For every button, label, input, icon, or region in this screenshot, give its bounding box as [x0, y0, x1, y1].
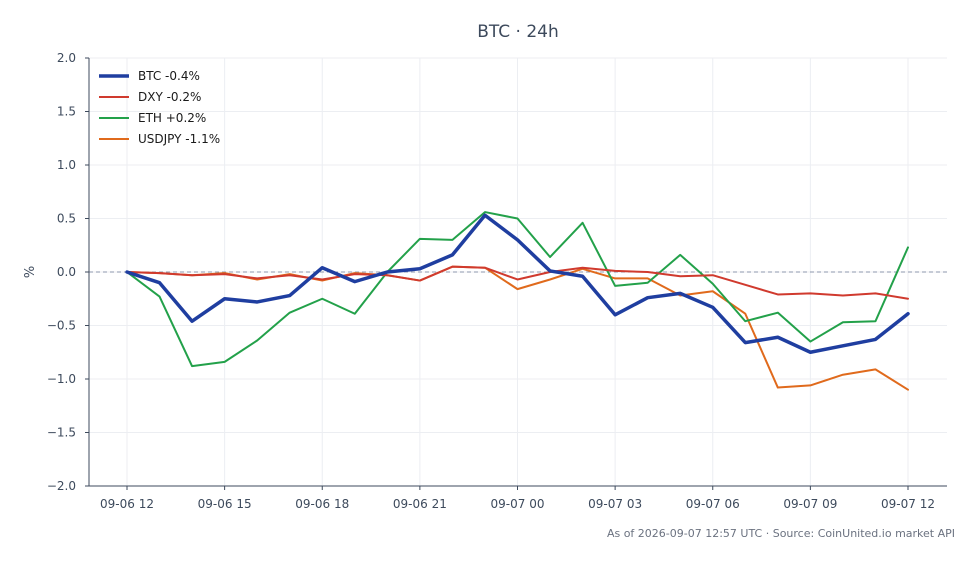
x-tick-label: 09-06 12 — [100, 497, 154, 511]
y-tick-label: −1.0 — [47, 372, 76, 386]
x-tick-label: 09-07 06 — [686, 497, 740, 511]
x-tick-label: 09-07 12 — [881, 497, 935, 511]
y-tick-label: −0.5 — [47, 319, 76, 333]
x-tick-label: 09-06 15 — [198, 497, 252, 511]
y-tick-label: 1.0 — [57, 158, 76, 172]
x-tick-label: 09-06 21 — [393, 497, 447, 511]
chart-title: BTC · 24h — [477, 22, 559, 42]
legend-label-usdjpy: USDJPY -1.1% — [138, 132, 220, 146]
y-tick-label: 0.0 — [57, 265, 76, 279]
y-axis-ticks: 2.0 1.5 1.0 0.5 0.0 −0.5 −1.0 −1.5 −2.0 — [47, 51, 89, 493]
x-tick-label: 09-07 00 — [491, 497, 545, 511]
y-tick-label: 0.5 — [57, 212, 76, 226]
series-line-btc — [125, 213, 910, 354]
x-tick-label: 09-07 09 — [783, 497, 837, 511]
legend-label-dxy: DXY -0.2% — [138, 90, 201, 104]
series-line-usdjpy — [126, 265, 909, 391]
x-axis-ticks: 09-06 12 09-06 15 09-06 18 09-06 21 09-07 00… — [100, 486, 935, 511]
legend-label-btc: BTC -0.4% — [138, 69, 200, 83]
series-line-eth — [126, 211, 909, 368]
series-lines — [125, 211, 910, 391]
x-tick-label: 09-07 03 — [588, 497, 642, 511]
source-footnote: As of 2026-09-07 12:57 UTC · Source: Coi… — [607, 527, 955, 540]
y-tick-label: 1.5 — [57, 105, 76, 119]
y-tick-label: −1.5 — [47, 426, 76, 440]
legend: BTC -0.4% DXY -0.2% ETH +0.2% USDJPY -1.1% — [99, 69, 220, 146]
y-axis-label: % — [23, 266, 38, 278]
legend-label-eth: ETH +0.2% — [138, 111, 206, 125]
y-tick-label: 2.0 — [57, 51, 76, 65]
series-line-dxy — [126, 265, 909, 300]
x-tick-label: 09-06 18 — [295, 497, 349, 511]
y-tick-label: −2.0 — [47, 479, 76, 493]
